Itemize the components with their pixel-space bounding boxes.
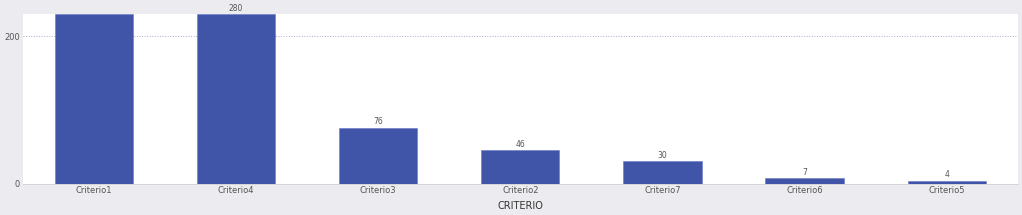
Bar — [481, 150, 559, 183]
Text: 7: 7 — [802, 168, 807, 177]
Bar — [908, 181, 986, 183]
Text: 76: 76 — [373, 117, 383, 126]
X-axis label: CRITERIO: CRITERIO — [498, 201, 544, 211]
Bar — [339, 127, 417, 183]
Bar — [55, 14, 133, 183]
Text: 46: 46 — [515, 140, 525, 149]
Text: 280: 280 — [229, 4, 243, 13]
Bar — [765, 178, 844, 183]
Text: 4: 4 — [944, 170, 949, 180]
Bar — [197, 14, 275, 183]
Text: 30: 30 — [657, 151, 667, 160]
Bar — [623, 161, 701, 183]
